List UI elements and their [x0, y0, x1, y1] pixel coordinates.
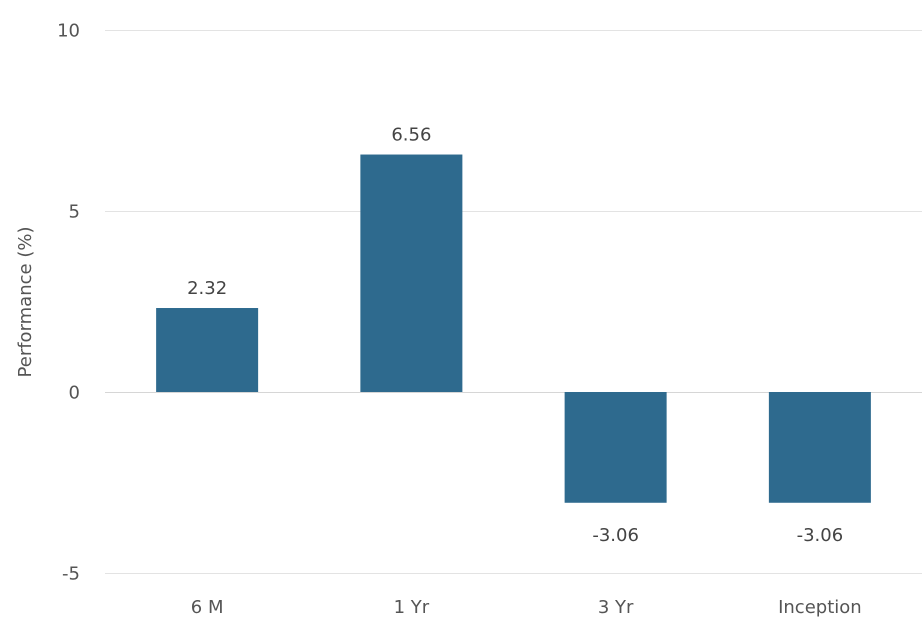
- data-label-inception: -3.06: [797, 525, 844, 546]
- y-axis-title: Performance (%): [15, 227, 36, 378]
- data-label-3-yr: -3.06: [592, 525, 639, 546]
- data-label-6-m: 2.32: [187, 278, 227, 299]
- bar-3-yr[interactable]: [564, 392, 667, 503]
- x-category-label: 3 Yr: [598, 597, 634, 618]
- y-axis-ticks: -5 0 5 10: [57, 21, 80, 585]
- bars: [156, 154, 871, 503]
- y-tick-label: -5: [62, 564, 80, 585]
- bar-6-m[interactable]: [156, 308, 259, 392]
- data-labels: 2.32 6.56 -3.06 -3.06: [187, 125, 843, 546]
- x-axis-categories: 6 M 1 Yr 3 Yr Inception: [191, 597, 862, 618]
- y-tick-label: 5: [69, 202, 80, 223]
- data-label-1-yr: 6.56: [391, 125, 431, 146]
- y-tick-label: 10: [57, 21, 80, 42]
- bar-inception[interactable]: [768, 392, 871, 503]
- x-category-label: 1 Yr: [394, 597, 430, 618]
- x-category-label: 6 M: [191, 597, 224, 618]
- y-tick-label: 0: [69, 383, 80, 404]
- x-category-label: Inception: [778, 597, 862, 618]
- bar-1-yr[interactable]: [360, 154, 463, 392]
